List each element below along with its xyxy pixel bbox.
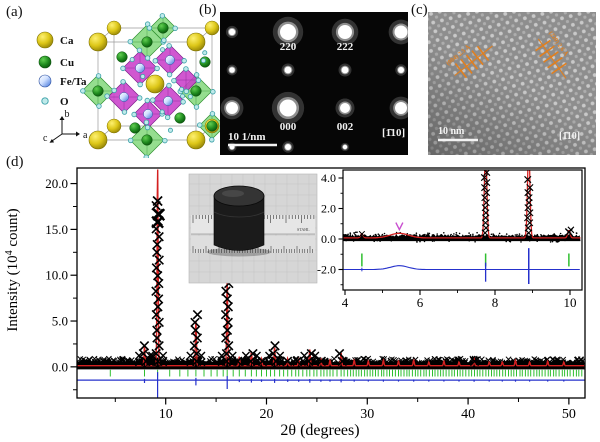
inset-y-tick-label: 0.0: [321, 232, 336, 246]
x-tick-label: 30: [360, 407, 374, 422]
y-tick-label: 20.0: [45, 176, 68, 191]
axis-c-label: c: [43, 133, 48, 144]
x-tick-label: 50: [562, 407, 576, 422]
index-000: 000: [280, 121, 297, 133]
main-plot-frame: [76, 167, 586, 399]
diffraction-spots: [220, 16, 408, 153]
inset-x-tick-label: 4: [342, 295, 349, 310]
x-tick-label: 10: [159, 407, 173, 422]
x-tick-label: 40: [461, 407, 475, 422]
panel-d-label: (d): [6, 154, 24, 170]
impurity-marker: [395, 222, 404, 232]
zoom-inset-plot: [343, 170, 581, 284]
hrtem-panel: (004) 2.5 Å (220) 2.6 Å 10 nm [1̄10]: [428, 12, 596, 155]
cu-atom-icon: [38, 55, 52, 69]
crystal-axes: b a c: [43, 109, 88, 144]
legend-o: O: [60, 96, 69, 108]
index-220: 220: [280, 41, 297, 53]
diffraction-pattern-panel: 220 222 000 002 10 1/nm [1̄10]: [220, 12, 408, 155]
index-222: 222: [337, 41, 354, 53]
main-pattern-plot: [77, 169, 585, 398]
y-tick-label: 15.0: [45, 222, 68, 237]
y-tick-label: 10.0: [45, 268, 68, 283]
axis-b-label: b: [65, 109, 70, 120]
inset-x-tick-label: 10: [564, 295, 577, 310]
scale-bar-label: 10 nm: [438, 126, 465, 137]
zone-axis-label: [1̄10]: [382, 127, 405, 139]
zone-axis-label: [1̄10]: [559, 131, 580, 142]
y-axis-title: Intensity (104 count): [4, 208, 21, 331]
y-tick-label: 0.0: [52, 359, 68, 374]
diffraction-indices: 220 222 000 002: [280, 41, 354, 133]
legend-ca: Ca: [60, 35, 74, 47]
legend-feta: Fe/Ta: [60, 76, 87, 88]
inset-x-tick-label: 8: [492, 295, 499, 310]
o-atom-icon: [41, 97, 49, 105]
x-tick-label: 20: [259, 407, 273, 422]
xrd-refinement-panel: STAHL 10 20 30 40 50 0.0 5.0 10.0 15.0 20.0 2θ (de…: [4, 167, 586, 439]
x-axis-title: 2θ (degrees): [280, 422, 359, 439]
panel-b-label: (b): [199, 2, 217, 18]
ca-atom-icon: [36, 31, 54, 49]
ruler-brand-text: STAHL: [297, 227, 310, 232]
sample-photo-inset: STAHL: [188, 173, 318, 284]
legend-cu: Cu: [60, 57, 74, 69]
atom-legend: Ca Cu Fe/Ta O: [36, 31, 87, 108]
inset-y-tick-label: 4.0: [321, 171, 336, 185]
index-002: 002: [337, 121, 354, 133]
crystal-structure-panel: Ca Cu Fe/Ta O b a c: [36, 13, 220, 158]
plot-axes: 10 20 30 40 50 0.0 5.0 10.0 15.0 20.0 2θ (degrees)…: [4, 167, 586, 439]
feta-atom-icon: [38, 74, 52, 88]
inset-y-tick-label: -2.0: [317, 263, 336, 277]
panel-c-label: (c): [411, 2, 428, 18]
inset-y-tick-label: 2.0: [321, 202, 336, 216]
inset-plot-frame: [342, 169, 583, 291]
scale-bar-label: 10 1/nm: [228, 131, 266, 143]
inset-x-tick-label: 6: [417, 295, 424, 310]
crystal-structure-drawing: [80, 13, 220, 158]
diffraction-background: [220, 12, 408, 155]
y-tick-label: 5.0: [52, 314, 68, 329]
hrtem-shading: [428, 12, 596, 155]
panel-a-label: (a): [6, 4, 23, 20]
axis-a-label: a: [83, 130, 88, 141]
